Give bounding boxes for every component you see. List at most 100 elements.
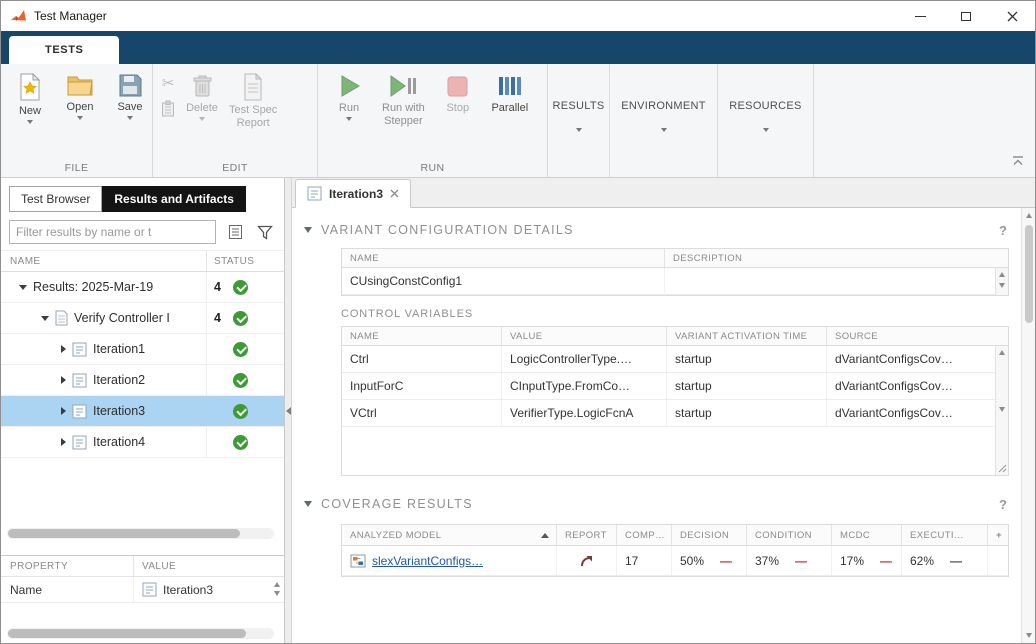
- config-column-name[interactable]: NAME: [342, 249, 665, 267]
- table-empty-space: [342, 427, 1008, 475]
- help-icon[interactable]: ?: [999, 497, 1007, 512]
- tab-results-and-artifacts[interactable]: Results and Artifacts: [102, 186, 246, 212]
- expand-collapse-icon[interactable]: [41, 316, 49, 321]
- scroll-down-icon[interactable]: [1026, 633, 1032, 638]
- new-button[interactable]: New: [11, 73, 49, 124]
- decision-delta: —: [720, 554, 732, 568]
- cv-column-activation-time[interactable]: VARIANT ACTIVATION TIME: [667, 327, 827, 345]
- scroll-down-icon[interactable]: [999, 407, 1005, 412]
- expand-collapse-icon[interactable]: [19, 285, 27, 290]
- cv-table-scrollbar[interactable]: [995, 346, 1008, 475]
- resize-grip-icon[interactable]: [998, 464, 1007, 473]
- filter-button[interactable]: [254, 221, 276, 243]
- column-header-status[interactable]: STATUS: [206, 251, 284, 271]
- section-collapse-icon[interactable]: [304, 227, 312, 233]
- panel-splitter[interactable]: [285, 178, 292, 643]
- scroll-up-icon[interactable]: [274, 582, 280, 587]
- section-title: COVERAGE RESULTS: [321, 497, 473, 511]
- stop-button[interactable]: Stop: [439, 73, 477, 114]
- scroll-up-icon[interactable]: [999, 350, 1005, 355]
- coverage-column-decision[interactable]: DECISION: [672, 525, 747, 545]
- minimize-button[interactable]: [897, 1, 943, 31]
- expand-collapse-icon[interactable]: [61, 345, 66, 353]
- close-button[interactable]: [989, 1, 1035, 31]
- scrollbar-thumb[interactable]: [8, 629, 246, 638]
- left-panel-tabs: Test Browser Results and Artifacts: [9, 186, 276, 212]
- close-tab-icon[interactable]: [390, 189, 399, 198]
- coverage-row[interactable]: slexVariantConfigs… 17 50% — 37% —: [342, 546, 1008, 576]
- tree-row-iteration4[interactable]: Iteration4: [1, 427, 284, 458]
- expand-collapse-icon[interactable]: [61, 407, 66, 415]
- cut-icon[interactable]: ✂: [162, 76, 175, 91]
- chevron-down-icon: [199, 117, 205, 121]
- config-column-description[interactable]: DESCRIPTION: [665, 249, 1008, 267]
- tree-row-verify-controller[interactable]: Verify Controller I 4: [1, 303, 284, 334]
- scroll-up-icon[interactable]: [1026, 213, 1032, 218]
- config-row[interactable]: CUsingConstConfig1: [342, 268, 1008, 295]
- save-button[interactable]: Save: [111, 73, 149, 120]
- help-icon[interactable]: ?: [999, 223, 1007, 238]
- config-table-scrollbar[interactable]: [995, 268, 1008, 295]
- test-spec-report-button[interactable]: Test SpecReport: [229, 73, 277, 130]
- tab-tests[interactable]: TESTS: [9, 36, 119, 64]
- tree-horizontal-scrollbar[interactable]: [7, 528, 274, 539]
- document-vertical-scrollbar[interactable]: [1021, 208, 1035, 643]
- collapse-toolstrip-button[interactable]: [1011, 155, 1025, 169]
- results-gallery-button[interactable]: RESULTS: [548, 64, 609, 177]
- minimize-icon: [915, 16, 926, 17]
- tree-row-results[interactable]: Results: 2025-Mar-19 4: [1, 272, 284, 303]
- add-column-button[interactable]: +: [988, 525, 1010, 545]
- scroll-down-icon[interactable]: [274, 591, 280, 596]
- column-header-name[interactable]: NAME: [1, 251, 206, 271]
- parallel-bars-icon: [496, 73, 523, 99]
- section-title: VARIANT CONFIGURATION DETAILS: [321, 223, 574, 237]
- coverage-column-report[interactable]: REPORT: [557, 525, 617, 545]
- document-tab-iteration3[interactable]: Iteration3: [295, 179, 411, 208]
- save-button-label: Save: [117, 101, 142, 113]
- scrollbar-thumb[interactable]: [8, 529, 240, 538]
- saved-filters-button[interactable]: [224, 221, 246, 243]
- open-button[interactable]: Open: [61, 73, 99, 120]
- coverage-column-complexity[interactable]: COMP…: [617, 525, 672, 545]
- coverage-column-analyzed-model[interactable]: ANALYZED MODEL: [342, 525, 557, 545]
- tab-test-browser[interactable]: Test Browser: [9, 186, 102, 212]
- expand-collapse-icon[interactable]: [61, 376, 66, 384]
- cv-value-cell: LogicControllerType.…: [502, 346, 667, 372]
- property-pane-scrollbar[interactable]: [274, 582, 280, 596]
- parallel-button[interactable]: Parallel: [491, 73, 529, 114]
- cv-column-source[interactable]: SOURCE: [827, 327, 1008, 345]
- property-row-name[interactable]: Name Iteration3: [1, 577, 284, 603]
- open-report-icon[interactable]: [580, 554, 594, 568]
- tree-row-iteration2[interactable]: Iteration2: [1, 365, 284, 396]
- scroll-down-icon[interactable]: [999, 283, 1005, 288]
- delete-button[interactable]: Delete: [183, 73, 221, 121]
- section-collapse-icon[interactable]: [304, 501, 312, 507]
- coverage-column-mcdc[interactable]: MCDC: [832, 525, 902, 545]
- maximize-button[interactable]: [943, 1, 989, 31]
- cv-row-vctrl[interactable]: VCtrl VerifierType.LogicFcnA startup dVa…: [342, 400, 1008, 427]
- save-disk-icon: [118, 73, 143, 98]
- tree-row-iteration3[interactable]: Iteration3: [1, 396, 284, 427]
- cv-column-name[interactable]: NAME: [342, 327, 502, 345]
- scroll-up-icon[interactable]: [999, 272, 1005, 277]
- cv-column-value[interactable]: VALUE: [502, 327, 667, 345]
- filter-results-input[interactable]: [9, 220, 216, 244]
- model-link[interactable]: slexVariantConfigs…: [372, 554, 483, 568]
- coverage-column-execution[interactable]: EXECUTI…: [902, 525, 988, 545]
- run-with-stepper-button[interactable]: Run withStepper: [382, 73, 425, 128]
- tree-row-iteration1[interactable]: Iteration1: [1, 334, 284, 365]
- scrollbar-thumb[interactable]: [1025, 225, 1033, 323]
- chevron-down-icon: [77, 116, 83, 120]
- paste-clipboard-icon[interactable]: [161, 100, 175, 117]
- chevron-down-icon: [661, 128, 667, 132]
- cv-row-ctrl[interactable]: Ctrl LogicControllerType.… startup dVari…: [342, 346, 1008, 373]
- environment-gallery-button[interactable]: ENVIRONMENT: [610, 64, 717, 177]
- collapse-panel-icon[interactable]: [286, 407, 291, 415]
- run-button[interactable]: Run: [330, 73, 368, 121]
- property-horizontal-scrollbar[interactable]: [7, 628, 274, 639]
- expand-collapse-icon[interactable]: [61, 438, 66, 446]
- cv-row-inputforc[interactable]: InputForC CInputType.FromCo… startup dVa…: [342, 373, 1008, 400]
- coverage-column-condition[interactable]: CONDITION: [747, 525, 832, 545]
- resources-gallery-button[interactable]: RESOURCES: [718, 64, 813, 177]
- report-document-icon: [242, 73, 264, 101]
